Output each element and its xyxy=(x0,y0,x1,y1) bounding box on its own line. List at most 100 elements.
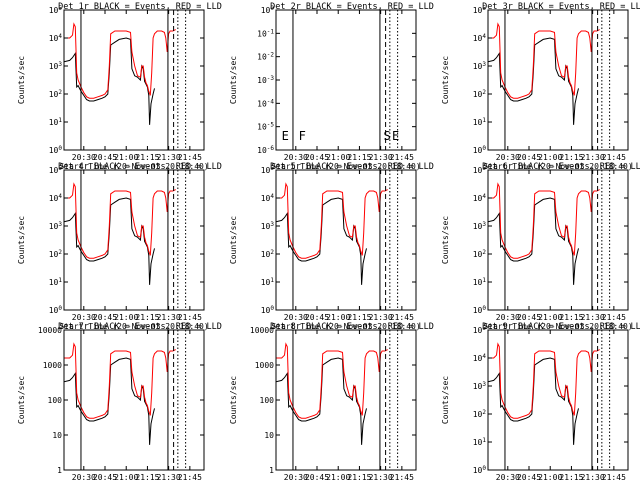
plot-frame xyxy=(487,329,629,471)
y-tick-label: 101 xyxy=(49,117,63,127)
x-axis-label: Start Time (20-Nov-03 20:18:40) xyxy=(483,162,632,171)
detector-chart-5: Det 5r BLACK = Events, RED = LLD 100 101 10… xyxy=(229,162,434,331)
series-line-events xyxy=(64,357,155,445)
y-axis-label: Counts/sec xyxy=(17,56,26,104)
plot-frame xyxy=(275,169,417,311)
series-line-events xyxy=(276,357,367,445)
y-axis-label: Counts/sec xyxy=(229,56,238,104)
y-tick-label: 10-4 xyxy=(257,98,274,108)
x-tick-label: 21:45 xyxy=(178,153,202,162)
x-tick-label: 21:00 xyxy=(326,473,350,480)
y-tick-label: 101 xyxy=(261,277,275,287)
x-axis-label: Start Time (20-Nov-03 20:18:40) xyxy=(59,322,208,331)
x-tick-label: 21:45 xyxy=(178,473,202,480)
y-tick-label: 105 xyxy=(473,325,487,335)
y-tick-label: 105 xyxy=(261,165,275,175)
x-tick-label: 21:00 xyxy=(114,313,138,322)
y-tick-label: 104 xyxy=(473,33,487,43)
y-tick-label: 103 xyxy=(49,61,63,71)
x-tick-label: 21:00 xyxy=(114,473,138,480)
x-tick-label: 21:30 xyxy=(157,473,181,480)
y-axis-label: Counts/sec xyxy=(17,376,26,424)
x-tick-label: 20:30 xyxy=(284,313,308,322)
x-tick-label: 21:45 xyxy=(390,153,414,162)
y-axis-label: Counts/sec xyxy=(229,376,238,424)
y-tick-label: 104 xyxy=(473,193,487,203)
x-tick-label: 21:30 xyxy=(369,153,393,162)
x-tick-label: 20:45 xyxy=(305,313,329,322)
y-tick-label: 102 xyxy=(261,249,275,259)
y-tick-label: 104 xyxy=(261,193,275,203)
x-tick-label: 20:45 xyxy=(305,153,329,162)
y-axis-label: Counts/sec xyxy=(229,216,238,264)
y-tick-label: 103 xyxy=(49,221,63,231)
x-tick-label: 21:15 xyxy=(559,153,583,162)
chart-title: Det 7r BLACK = Events, RED = LLD xyxy=(58,322,222,332)
plot-frame xyxy=(487,9,629,151)
y-tick-label: 102 xyxy=(473,409,487,419)
x-tick-label: 20:30 xyxy=(284,473,308,480)
y-tick-label: 10-1 xyxy=(257,28,274,38)
y-tick-label: 10-5 xyxy=(257,122,274,132)
chart-title: Det 6r BLACK = Events, RED = LLD xyxy=(482,162,640,172)
y-tick-label: 10000 xyxy=(38,326,62,335)
y-tick-label: 10-2 xyxy=(257,52,274,62)
y-tick-label: 100 xyxy=(260,396,275,405)
x-axis-label: Start Time (20-Nov-03 20:18:40) xyxy=(59,162,208,171)
x-tick-label: 21:30 xyxy=(157,153,181,162)
y-tick-label: 103 xyxy=(473,61,487,71)
x-axis-label: Start Time (20-Nov-03 20:18:40) xyxy=(271,322,420,331)
x-tick-label: 21:00 xyxy=(326,153,350,162)
y-tick-label: 100 xyxy=(473,465,487,475)
y-tick-label: 10 xyxy=(264,431,274,440)
y-tick-label: 102 xyxy=(49,89,63,99)
x-tick-label: 21:30 xyxy=(369,313,393,322)
detector-chart-1: Det 1r BLACK = Events, RED = LLD 100 101 10… xyxy=(17,2,222,171)
y-axis-label: Counts/sec xyxy=(441,376,450,424)
x-tick-label: 20:30 xyxy=(72,153,96,162)
x-tick-label: 21:30 xyxy=(581,313,605,322)
chart-title: Det 9r BLACK = Events, RED = LLD xyxy=(482,322,640,332)
y-axis-label: Counts/sec xyxy=(441,216,450,264)
x-axis-label: Start Time (20-Nov-03 20:18:40) xyxy=(271,162,420,171)
detector-chart-9: Det 9r BLACK = Events, RED = LLD 100 101 10… xyxy=(441,322,640,484)
x-tick-label: 21:00 xyxy=(538,473,562,480)
x-tick-label: 21:15 xyxy=(135,473,159,480)
x-tick-label: 20:30 xyxy=(496,313,520,322)
x-tick-label: 20:45 xyxy=(517,473,541,480)
x-tick-label: 21:15 xyxy=(559,313,583,322)
x-tick-label: 21:00 xyxy=(538,313,562,322)
y-tick-label: 102 xyxy=(473,89,487,99)
y-tick-label: 10-6 xyxy=(257,145,274,155)
chart-title: Det 5r BLACK = Events, RED = LLD xyxy=(270,162,434,172)
y-tick-label: 105 xyxy=(49,165,63,175)
y-tick-label: 1000 xyxy=(255,361,274,370)
x-tick-label: 20:45 xyxy=(517,313,541,322)
y-tick-label: 105 xyxy=(473,5,487,15)
x-tick-label: 21:00 xyxy=(326,313,350,322)
x-tick-label: 20:30 xyxy=(496,473,520,480)
chart-title: Det 8r BLACK = Events, RED = LLD xyxy=(270,322,434,332)
x-tick-label: 21:15 xyxy=(135,313,159,322)
y-tick-label: 10 xyxy=(52,431,62,440)
x-tick-label: 20:45 xyxy=(517,153,541,162)
detector-chart-4: Det 4r BLACK = Events, RED = LLD 100 101 10… xyxy=(17,162,222,331)
y-tick-label: 100 xyxy=(49,145,63,155)
series-line-events xyxy=(488,37,579,125)
chart-title: Det 3r BLACK = Events, RED = LLD xyxy=(482,2,640,12)
x-tick-label: 21:15 xyxy=(347,313,371,322)
y-tick-label: 103 xyxy=(261,221,275,231)
event-marker-label: S xyxy=(383,129,390,143)
y-tick-label: 102 xyxy=(49,249,63,259)
x-tick-label: 20:30 xyxy=(284,153,308,162)
event-marker-label: E xyxy=(282,129,289,143)
y-tick-label: 105 xyxy=(49,5,63,15)
y-tick-label: 100 xyxy=(261,305,275,315)
chart-title: Det 1r BLACK = Events, RED = LLD xyxy=(58,2,222,12)
detector-chart-6: Det 6r BLACK = Events, RED = LLD 100 101 10… xyxy=(441,162,640,331)
y-tick-label: 104 xyxy=(473,353,487,363)
y-tick-label: 101 xyxy=(473,277,487,287)
y-axis-label: Counts/sec xyxy=(441,56,450,104)
